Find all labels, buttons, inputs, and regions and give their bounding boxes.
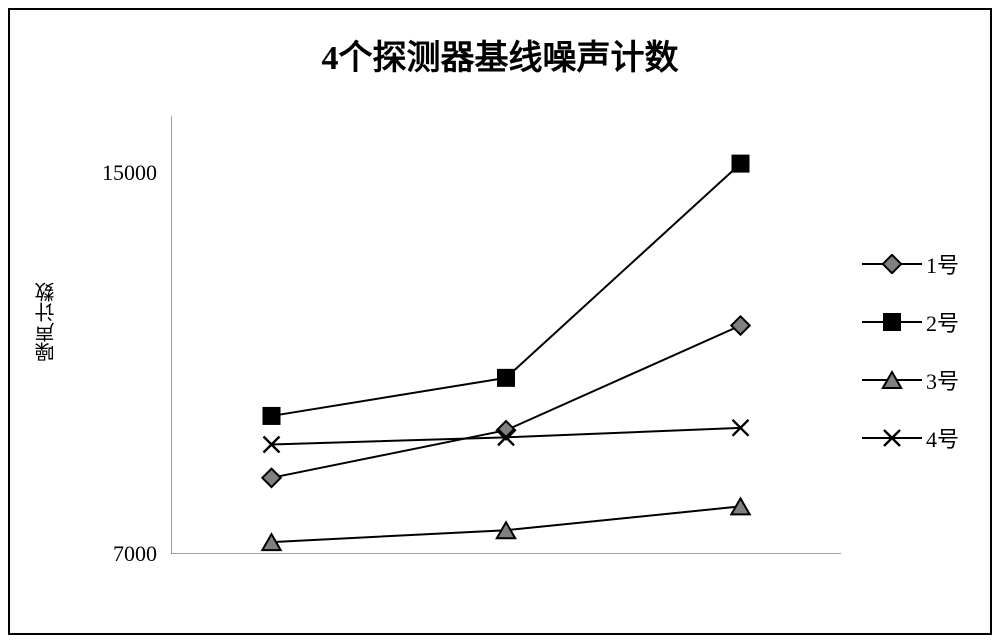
legend-item: 2号 [862, 306, 959, 338]
y-axis-label: 噪声计数 [32, 282, 61, 362]
legend-item: 3号 [862, 364, 959, 396]
legend-label: 1号 [926, 248, 959, 280]
legend-label: 3号 [926, 364, 959, 396]
plot-area [171, 116, 841, 554]
legend-item: 4号 [862, 422, 959, 454]
chart-svg [171, 116, 841, 554]
legend-item: 1号 [862, 248, 959, 280]
legend-swatch [862, 312, 922, 332]
legend: 1号 2号 3号 4号 [862, 248, 959, 480]
chart-title: 4个探测器基线噪声计数 [10, 30, 990, 79]
legend-swatch [862, 254, 922, 274]
chart-frame: 4个探测器基线噪声计数 噪声计数 7000 15000 1号 2号 3号 4号 [8, 8, 992, 635]
y-tick-label: 7000 [113, 541, 157, 567]
legend-swatch [862, 370, 922, 390]
legend-swatch [862, 428, 922, 448]
legend-label: 4号 [926, 422, 959, 454]
y-tick-label: 15000 [102, 160, 157, 186]
legend-label: 2号 [926, 306, 959, 338]
